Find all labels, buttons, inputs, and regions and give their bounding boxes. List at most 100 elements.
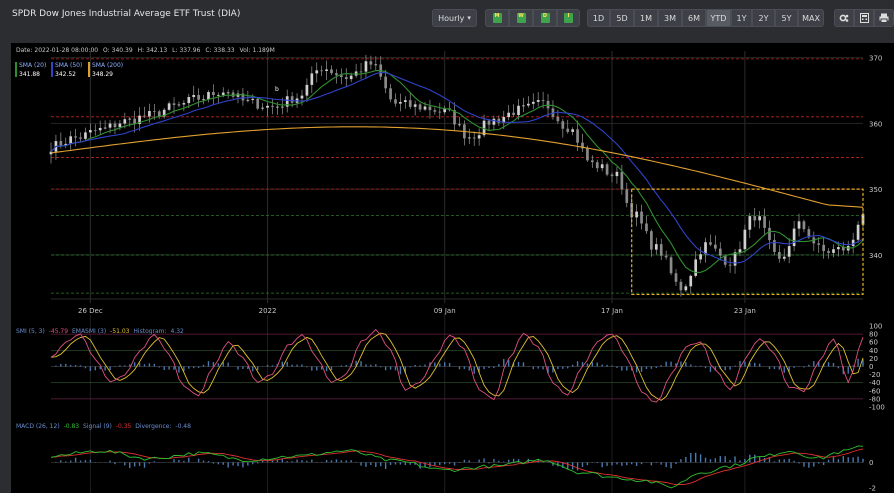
candle-body <box>458 124 461 126</box>
candle-body <box>167 103 171 110</box>
candle-body <box>177 104 181 106</box>
candle-body <box>635 211 638 218</box>
candle-body <box>207 92 210 100</box>
sma50-line <box>50 71 864 264</box>
price-info: Date: 2022-01-28 08:00:00 O: 340.39 H: 342.… <box>16 47 275 54</box>
candle-body <box>728 264 732 266</box>
candle-body <box>423 106 427 110</box>
candle-body <box>118 123 122 128</box>
candle-body <box>625 189 629 203</box>
candle-body <box>753 216 757 221</box>
range-button-max[interactable]: MAX <box>798 9 824 27</box>
candle-body <box>320 70 324 72</box>
candle-body <box>231 92 235 97</box>
candle-body <box>507 112 511 118</box>
candle-body <box>576 129 579 143</box>
range-button-ytd[interactable]: YTD <box>706 9 731 27</box>
candle-body <box>443 108 447 113</box>
candle-body <box>600 164 604 169</box>
x-tick-label: 26 Dec <box>78 307 103 315</box>
candle-body <box>384 76 387 89</box>
candle-body <box>645 223 648 232</box>
candle-body <box>758 216 761 221</box>
candle-body <box>782 256 786 259</box>
horizontal-levels <box>51 58 863 294</box>
sma200-line <box>50 126 864 208</box>
candle-body <box>492 118 496 125</box>
macd-legend: MACD (26, 12) -0.83 Signal (9) -0.35 Div… <box>16 423 191 430</box>
macd-signal-line <box>50 448 864 486</box>
candle-body <box>197 94 200 100</box>
range-button-6m[interactable]: 6M <box>682 9 706 27</box>
interval-dropdown[interactable]: Hourly ▾ <box>432 9 477 27</box>
calculator-icon <box>859 13 869 23</box>
smi-line <box>50 328 864 403</box>
candle-body <box>157 111 161 117</box>
range-button-3m[interactable]: 3M <box>658 9 682 27</box>
macd-line <box>50 445 864 489</box>
candle-body <box>246 99 250 101</box>
range-button-1m[interactable]: 1M <box>634 9 658 27</box>
candle-body <box>851 239 855 246</box>
candle-body <box>108 123 112 128</box>
candle-body <box>787 246 791 257</box>
candle-body <box>305 84 309 96</box>
candle-body <box>472 137 476 139</box>
candle-body <box>89 130 92 133</box>
chart-annotation: b <box>275 86 279 93</box>
range-button-5y[interactable]: 5Y <box>775 9 798 27</box>
candle-body <box>261 107 264 109</box>
selection-box <box>631 188 864 296</box>
range-button-2y[interactable]: 2Y <box>752 9 775 27</box>
candle-body <box>527 103 530 106</box>
candle-body <box>221 92 225 95</box>
candle-body <box>512 112 515 116</box>
candle-body <box>202 99 205 101</box>
candle-body <box>763 216 766 228</box>
candle-body <box>187 97 191 104</box>
range-button-1y[interactable]: 1Y <box>731 9 752 27</box>
chart-canvas[interactable]: 26 Dec 2022 09 Jan 17 Jan 23 Jan 370 360 350 340… <box>11 43 894 493</box>
candle-body <box>143 115 146 117</box>
candle-body <box>403 100 407 102</box>
candle-body <box>856 224 860 240</box>
candle-body <box>300 95 304 99</box>
candle-body <box>98 128 102 131</box>
candle-body <box>817 243 821 245</box>
sma200-swatch <box>88 62 90 77</box>
candle-body <box>684 286 688 291</box>
candle-body <box>128 118 132 120</box>
daily-view-button[interactable]: D <box>533 9 557 27</box>
sma200-label: SMA (200) <box>92 62 123 69</box>
intraday-view-button[interactable]: I <box>557 9 580 27</box>
candle-body <box>325 69 328 71</box>
calculator-button[interactable] <box>854 9 874 27</box>
candle-body <box>389 88 392 100</box>
candle-body <box>827 251 830 253</box>
chart-area[interactable]: 26 Dec 2022 09 Jan 17 Jan 23 Jan 370 360 350 340… <box>11 43 894 493</box>
candle-body <box>148 111 151 117</box>
candle-body <box>654 244 658 250</box>
candle-body <box>418 104 422 110</box>
candle-body <box>330 69 333 74</box>
candle-body <box>364 61 368 72</box>
candle-body <box>714 244 717 249</box>
candle-body <box>615 171 619 177</box>
smi-tick-label: -80 <box>869 395 880 403</box>
print-button[interactable] <box>874 9 894 27</box>
monthly-view-button[interactable]: M <box>485 9 509 27</box>
macd-tick-label: -2 <box>869 484 876 492</box>
weekly-view-button[interactable]: W <box>509 9 533 27</box>
sma-lines <box>50 70 864 274</box>
settings-button[interactable] <box>834 9 854 27</box>
intraday-view-icon: I <box>564 13 573 23</box>
range-button-1d[interactable]: 1D <box>587 9 610 27</box>
smi-tick-label: 60 <box>869 339 878 347</box>
candle-body <box>241 93 245 101</box>
x-tick-label: 2022 <box>259 307 277 315</box>
candle-body <box>620 171 624 190</box>
candle-body <box>349 75 353 80</box>
range-button-5d[interactable]: 5D <box>610 9 634 27</box>
candle-body <box>374 64 378 66</box>
candle-body <box>832 249 835 253</box>
